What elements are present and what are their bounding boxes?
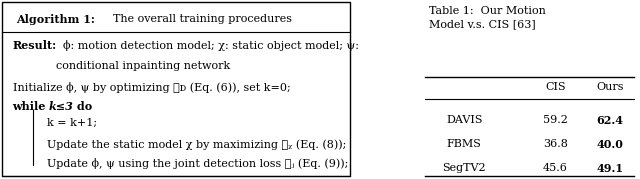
Text: The overall training procedures: The overall training procedures	[113, 14, 292, 24]
Text: SegTV2: SegTV2	[442, 163, 486, 173]
Text: 36.8: 36.8	[543, 139, 568, 149]
Text: Ours: Ours	[596, 82, 623, 92]
Text: conditional inpainting network: conditional inpainting network	[56, 61, 230, 71]
Text: Algorithm 1:: Algorithm 1:	[16, 14, 95, 25]
Text: Result:: Result:	[13, 40, 56, 51]
Text: do: do	[74, 101, 93, 112]
Text: Initialize ϕ, ψ by optimizing ℒᴅ (Eq. (6)), set k=0;: Initialize ϕ, ψ by optimizing ℒᴅ (Eq. (6…	[13, 82, 291, 93]
Text: CIS: CIS	[545, 82, 566, 92]
Text: Update the static model χ by maximizing ℒᵪ (Eq. (8));: Update the static model χ by maximizing …	[47, 139, 347, 150]
Text: 62.4: 62.4	[596, 115, 623, 126]
Text: 49.1: 49.1	[596, 163, 623, 174]
Text: ϕ: motion detection model; χ: static object model; ψ:: ϕ: motion detection model; χ: static obj…	[63, 40, 359, 51]
Text: FBMS: FBMS	[447, 139, 482, 149]
Text: 59.2: 59.2	[543, 115, 568, 125]
Text: 45.6: 45.6	[543, 163, 568, 173]
Text: 40.0: 40.0	[596, 139, 623, 150]
Text: Table 1:  Our Motion
Model v.s. CIS [63]: Table 1: Our Motion Model v.s. CIS [63]	[429, 6, 547, 30]
Text: k≤3: k≤3	[49, 101, 74, 112]
Text: DAVIS: DAVIS	[446, 115, 483, 125]
Text: while: while	[13, 101, 50, 112]
Text: k = k+1;: k = k+1;	[47, 118, 97, 128]
Text: Update ϕ, ψ using the joint detection loss ℒⱼ (Eq. (9));: Update ϕ, ψ using the joint detection lo…	[47, 158, 349, 169]
